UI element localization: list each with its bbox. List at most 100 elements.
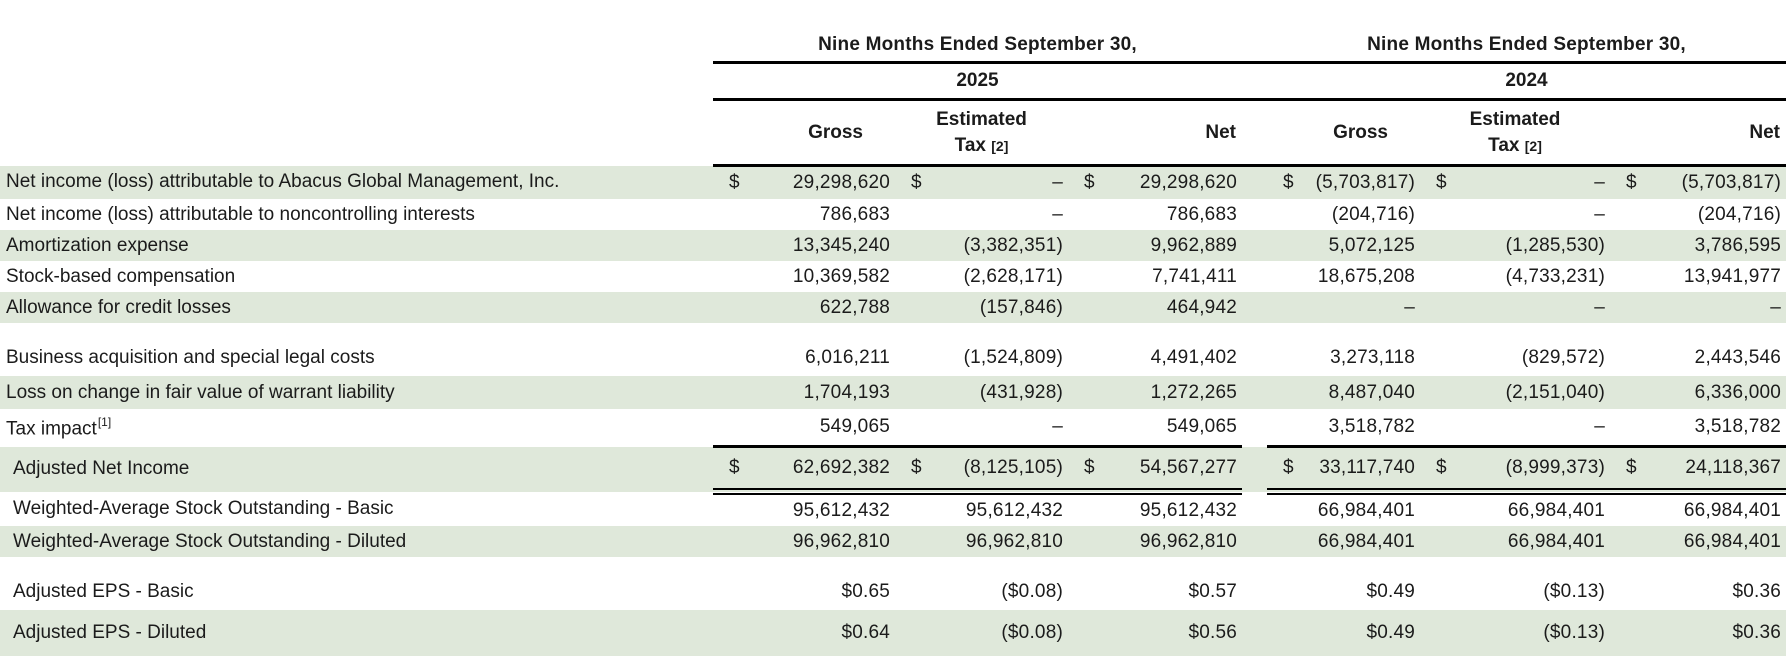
amount-cell-2024-net: 6,336,000	[1610, 376, 1786, 409]
amount-cell-2025-gross: 96,962,810	[713, 526, 895, 557]
amount-cell-2025-net: $54,567,277	[1068, 447, 1242, 492]
amount-cell-2025-estimated-tax: –	[895, 199, 1068, 230]
amount-cell-2024-net: 3,786,595	[1610, 230, 1786, 261]
amount-cell-2025-net: 786,683	[1068, 199, 1242, 230]
section-gap	[1242, 166, 1267, 200]
amount-cell-2024-estimated-tax: –	[1420, 292, 1610, 323]
section-gap	[1242, 100, 1267, 166]
header-label-spacer	[0, 100, 713, 166]
amount-cell-2025-estimated-tax: (157,846)	[895, 292, 1068, 323]
table-row: Weighted-Average Stock Outstanding - Bas…	[0, 492, 1786, 527]
amount-cell-2025-net: $0.57	[1068, 557, 1242, 610]
column-header-net-2024: Net	[1610, 100, 1786, 166]
amount-cell-2025-estimated-tax: $(8,125,105)	[895, 447, 1068, 492]
section-gap	[1242, 526, 1267, 557]
amount-cell-2024-net: 66,984,401	[1610, 526, 1786, 557]
amount-cell-2024-net: 3,518,782	[1610, 409, 1786, 447]
amount-cell-2025-estimated-tax: (2,628,171)	[895, 261, 1068, 292]
amount-cell-2024-gross: $(5,703,817)	[1267, 166, 1420, 200]
amount-cell-2024-gross: (204,716)	[1267, 199, 1420, 230]
footnote-marker-2: [2]	[1525, 138, 1542, 154]
amount-cell-2024-net: $(5,703,817)	[1610, 166, 1786, 200]
row-label: Loss on change in fair value of warrant …	[0, 376, 713, 409]
amount-cell-2025-estimated-tax: –	[895, 409, 1068, 447]
amount-cell-2024-estimated-tax: (1,285,530)	[1420, 230, 1610, 261]
row-label: Adjusted Net Income	[0, 447, 713, 492]
row-label: Weighted-Average Stock Outstanding - Bas…	[0, 492, 713, 527]
amount-cell-2025-estimated-tax: 96,962,810	[895, 526, 1068, 557]
amount-cell-2025-gross: 10,369,582	[713, 261, 895, 292]
table-row: Adjusted EPS - Diluted $0.64 ($0.08) $0.…	[0, 610, 1786, 656]
table-row: Allowance for credit losses 622,788 (157…	[0, 292, 1786, 323]
row-label: Weighted-Average Stock Outstanding - Dil…	[0, 526, 713, 557]
column-header-estimated-tax-2024: Estimated Tax [2]	[1420, 100, 1610, 166]
table-row: Business acquisition and special legal c…	[0, 323, 1786, 376]
amount-cell-2024-gross: –	[1267, 292, 1420, 323]
currency-symbol: $	[911, 172, 922, 194]
amount-cell-2025-net: 1,272,265	[1068, 376, 1242, 409]
amount-cell-2025-net: 95,612,432	[1068, 492, 1242, 527]
amount-cell-2024-estimated-tax: $(8,999,373)	[1420, 447, 1610, 492]
section-gap	[1242, 261, 1267, 292]
table-row: Weighted-Average Stock Outstanding - Dil…	[0, 526, 1786, 557]
row-label: Adjusted EPS - Diluted	[0, 610, 713, 656]
header-label-spacer	[0, 28, 713, 63]
section-gap	[1242, 28, 1267, 63]
amount-cell-2024-net: $0.36	[1610, 610, 1786, 656]
amount-cell-2024-net: 13,941,977	[1610, 261, 1786, 292]
section-gap	[1242, 557, 1267, 610]
amount-cell-2025-net: $29,298,620	[1068, 166, 1242, 200]
amount-cell-2024-estimated-tax: (4,733,231)	[1420, 261, 1610, 292]
amount-cell-2025-gross: $0.65	[713, 557, 895, 610]
table-row: Adjusted Net Income $62,692,382 $(8,125,…	[0, 447, 1786, 492]
year-header-row: 2025 2024	[0, 63, 1786, 100]
table-row: Loss on change in fair value of warrant …	[0, 376, 1786, 409]
column-header-row: Gross Estimated Tax [2] Net Gross Estima…	[0, 100, 1786, 166]
section-gap	[1242, 199, 1267, 230]
estimated-tax-line2: Tax [2]	[1420, 133, 1610, 159]
amount-cell-2025-net: 96,962,810	[1068, 526, 1242, 557]
table-row: Tax impact[1] 549,065 – 549,065 3,518,78…	[0, 409, 1786, 447]
period-header-row: Nine Months Ended September 30, Nine Mon…	[0, 28, 1786, 63]
table-row: Stock-based compensation 10,369,582 (2,6…	[0, 261, 1786, 292]
amount-cell-2025-estimated-tax: ($0.08)	[895, 557, 1068, 610]
amount-cell-2024-net: $24,118,367	[1610, 447, 1786, 492]
section-gap	[1242, 409, 1267, 447]
row-label: Amortization expense	[0, 230, 713, 261]
amount-cell-2024-gross: 18,675,208	[1267, 261, 1420, 292]
currency-symbol: $	[1084, 172, 1095, 194]
row-label: Business acquisition and special legal c…	[0, 323, 713, 376]
amount-cell-2025-gross: $29,298,620	[713, 166, 895, 200]
amount-cell-2024-gross: $0.49	[1267, 610, 1420, 656]
table-row: Adjusted EPS - Basic $0.65 ($0.08) $0.57…	[0, 557, 1786, 610]
column-header-gross-2024: Gross	[1267, 100, 1420, 166]
amount-cell-2024-gross: 3,518,782	[1267, 409, 1420, 447]
amount-cell-2025-gross: 1,704,193	[713, 376, 895, 409]
amount-cell-2024-estimated-tax: –	[1420, 199, 1610, 230]
adjusted-net-income-table: Nine Months Ended September 30, Nine Mon…	[0, 28, 1786, 656]
estimated-tax-line1: Estimated	[1420, 107, 1610, 133]
currency-symbol: $	[1283, 172, 1294, 194]
amount-cell-2025-net: 549,065	[1068, 409, 1242, 447]
section-gap	[1242, 63, 1267, 100]
year-header-2025: 2025	[713, 63, 1242, 100]
period-header-2024: Nine Months Ended September 30,	[1267, 28, 1786, 63]
amount-cell-2024-gross: 8,487,040	[1267, 376, 1420, 409]
amount-cell-2025-gross: 13,345,240	[713, 230, 895, 261]
amount-cell-2025-gross: $0.64	[713, 610, 895, 656]
period-header-2025: Nine Months Ended September 30,	[713, 28, 1242, 63]
table-row: Amortization expense 13,345,240 (3,382,3…	[0, 230, 1786, 261]
row-label: Adjusted EPS - Basic	[0, 557, 713, 610]
table-row: Net income (loss) attributable to noncon…	[0, 199, 1786, 230]
header-label-spacer	[0, 63, 713, 100]
row-label: Net income (loss) attributable to Abacus…	[0, 166, 713, 200]
estimated-tax-line1: Estimated	[895, 107, 1068, 133]
section-gap	[1242, 323, 1267, 376]
amount-cell-2024-net: 66,984,401	[1610, 492, 1786, 527]
currency-symbol: $	[1084, 457, 1095, 479]
amount-cell-2024-net: –	[1610, 292, 1786, 323]
amount-cell-2024-estimated-tax: (829,572)	[1420, 323, 1610, 376]
footnote-marker: [1]	[98, 415, 111, 429]
amount-cell-2024-gross: $0.49	[1267, 557, 1420, 610]
estimated-tax-line2: Tax [2]	[895, 133, 1068, 159]
